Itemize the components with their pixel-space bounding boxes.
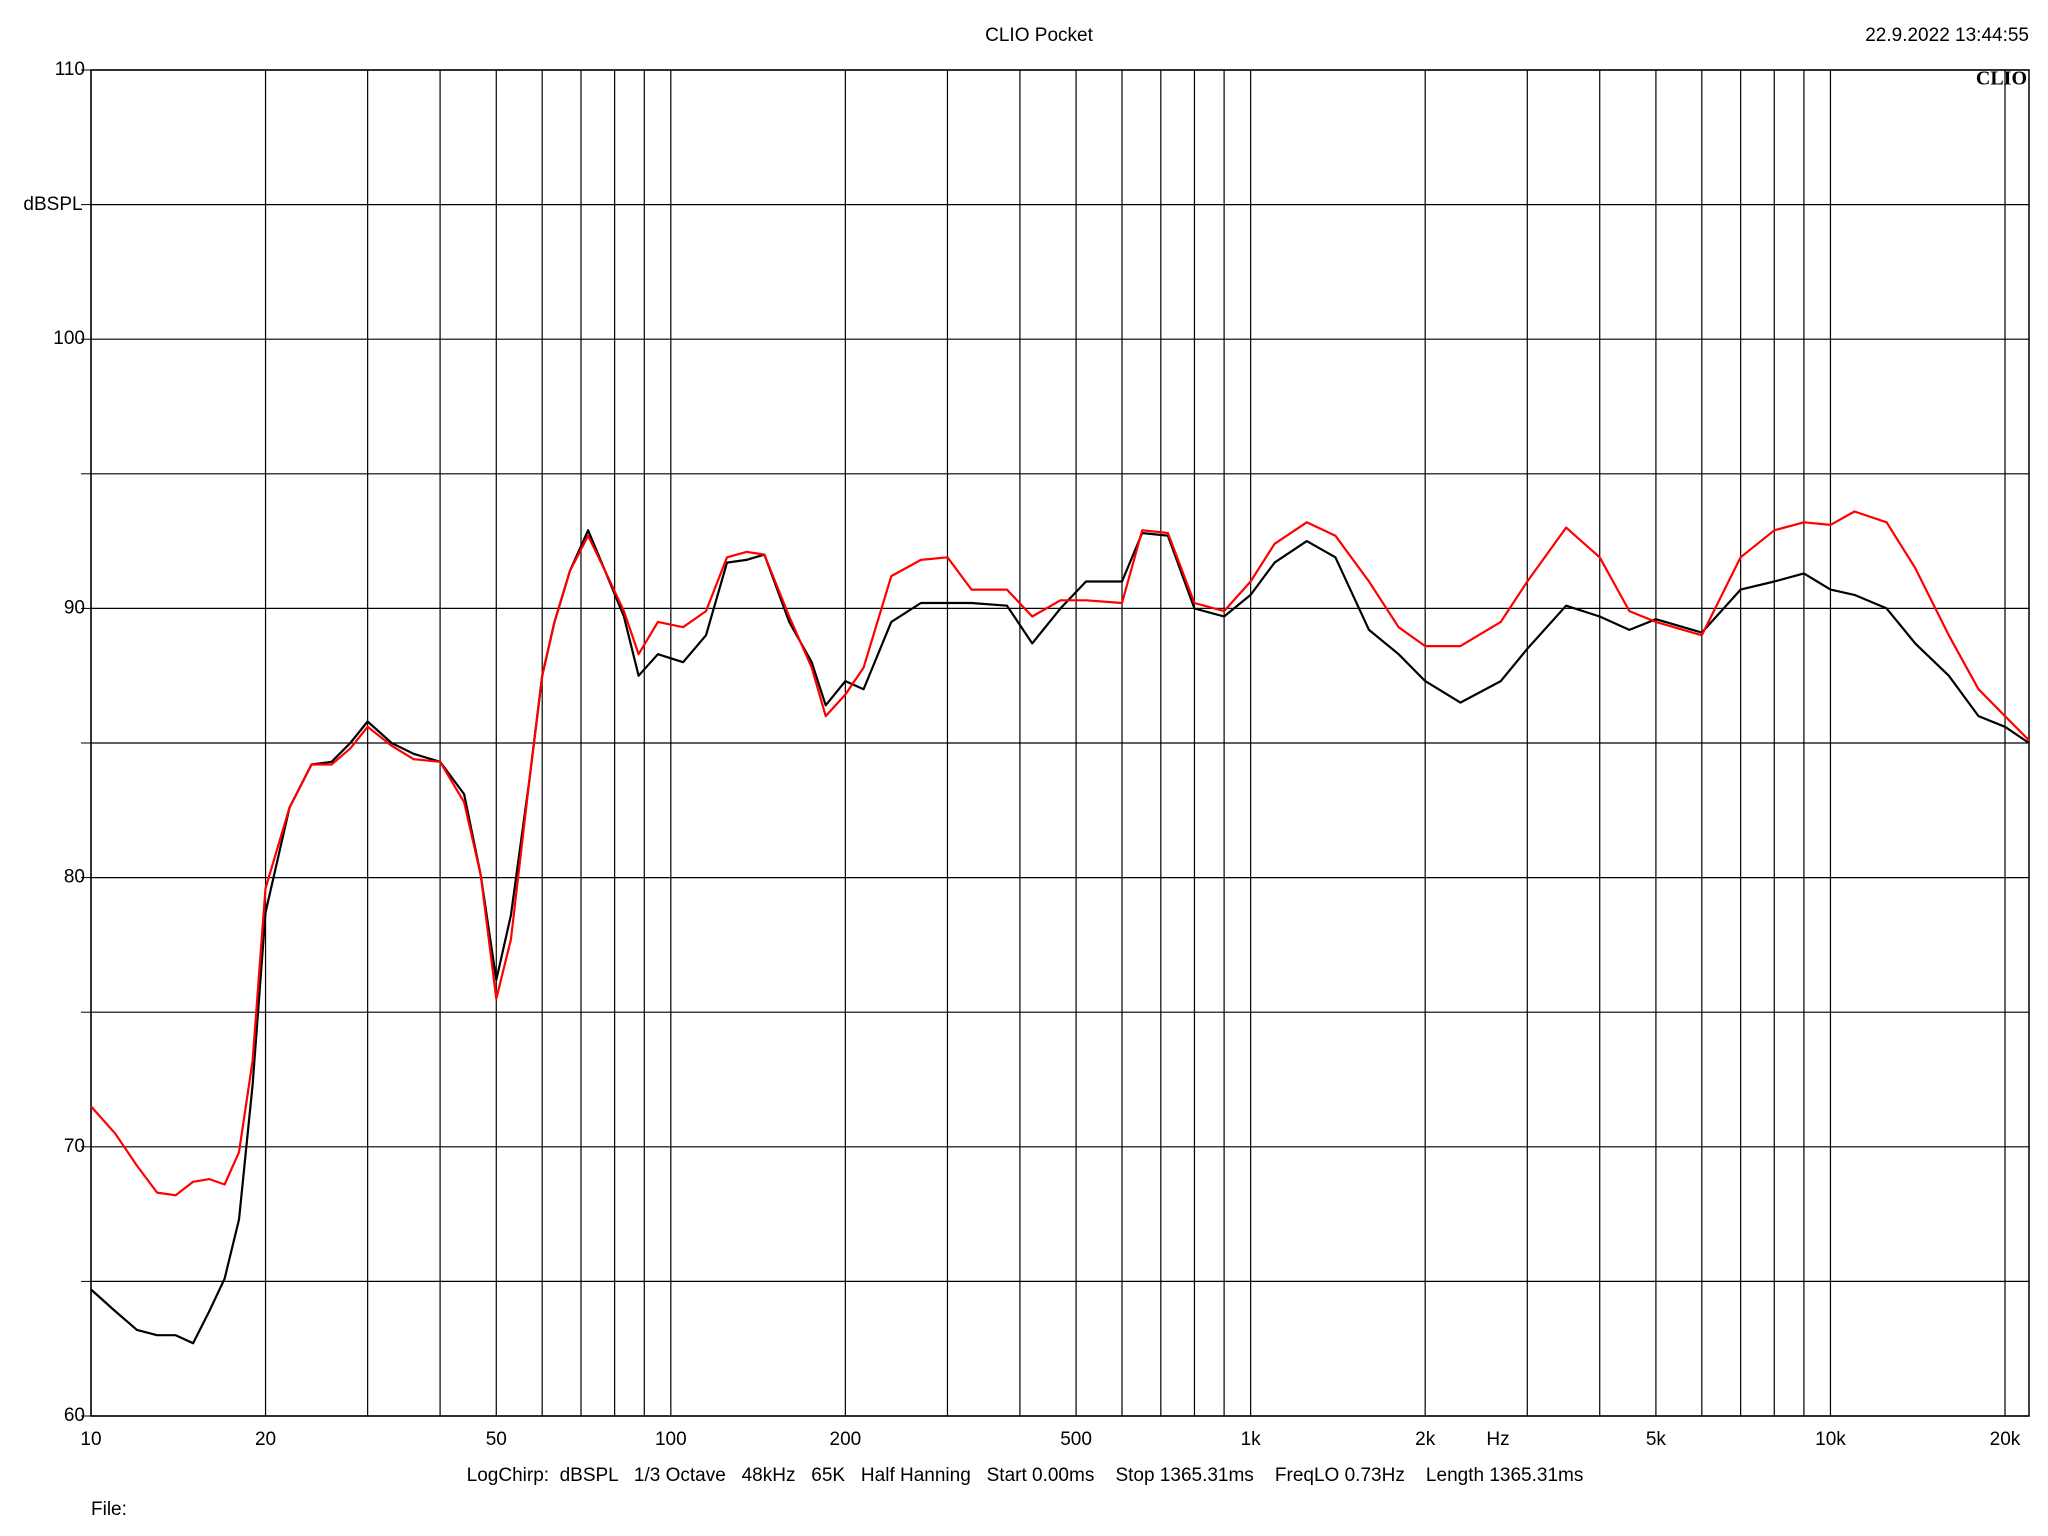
y-tick-label: 70 bbox=[64, 1136, 85, 1157]
x-tick-label: 2k bbox=[1415, 1429, 1436, 1450]
chart-title: CLIO Pocket bbox=[985, 25, 1093, 46]
x-tick-label: 10 bbox=[80, 1429, 101, 1450]
y-tick-label: 90 bbox=[64, 597, 85, 618]
x-tick-label: 20k bbox=[1990, 1429, 2021, 1450]
x-tick-label: 50 bbox=[486, 1429, 507, 1450]
y-tick-label: 60 bbox=[64, 1405, 85, 1426]
x-tick-label: 5k bbox=[1646, 1429, 1667, 1450]
footer: LogChirp: dBSPL 1/3 Octave 48kHz 65K Hal… bbox=[467, 1465, 1584, 1486]
x-tick-label: 500 bbox=[1060, 1429, 1092, 1450]
y-tick-label: 100 bbox=[53, 328, 85, 349]
x-tick-label: 20 bbox=[255, 1429, 276, 1450]
x-tick-label: 1k bbox=[1241, 1429, 1262, 1450]
y-tick-label: 80 bbox=[64, 867, 85, 888]
timestamp: 22.9.2022 13:44:55 bbox=[1865, 25, 2029, 46]
logo: CLIO bbox=[1976, 68, 2027, 90]
series-line bbox=[90, 510, 2030, 1197]
x-axis-label: Hz bbox=[1486, 1429, 1509, 1450]
series-line bbox=[90, 529, 2030, 1345]
y-axis-label: dBSPL bbox=[23, 194, 82, 215]
file-label: File: bbox=[91, 1499, 127, 1520]
x-tick-label: 100 bbox=[655, 1429, 687, 1450]
x-tick-label: 200 bbox=[830, 1429, 862, 1450]
y-tick-label: 110 bbox=[55, 59, 85, 80]
x-tick-label: 10k bbox=[1815, 1429, 1846, 1450]
